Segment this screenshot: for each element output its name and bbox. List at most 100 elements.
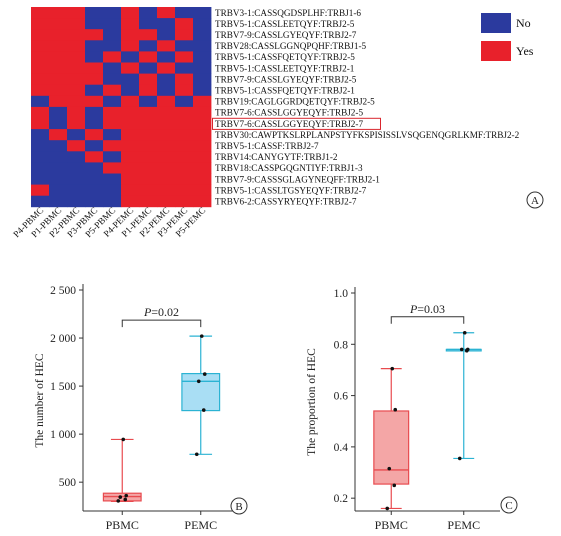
y-axis-label: The number of HEC — [34, 353, 46, 448]
heatmap-cell — [193, 62, 212, 74]
heatmap-cell — [67, 151, 86, 163]
heatmap-cell — [139, 51, 158, 63]
heatmap-cell — [157, 51, 176, 63]
heatmap-cell — [103, 95, 122, 108]
heatmap-cell — [31, 84, 50, 97]
x-tick-label: PBMC — [106, 518, 139, 532]
heatmap-cell — [103, 162, 122, 174]
heatmap-cell — [139, 7, 158, 19]
heatmap-cell — [49, 195, 68, 208]
heatmap-cell — [85, 18, 104, 30]
heatmap-cell — [31, 51, 50, 63]
data-point — [196, 379, 201, 384]
heatmap-cell — [139, 29, 158, 41]
data-point — [392, 483, 397, 488]
heatmap-cell — [121, 173, 140, 185]
heatmap-cell — [157, 184, 176, 197]
heatmap-cell — [67, 51, 86, 63]
heatmap-cell — [121, 7, 140, 19]
data-point — [459, 347, 464, 352]
y-tick-label: 500 — [59, 477, 77, 489]
boxplot-panel-B: 500 1 000 1 500 2 000 2 500 The number of HEC… — [34, 284, 240, 532]
y-tick-label: 0.8 — [334, 339, 349, 351]
heatmap-cell — [49, 151, 68, 163]
heatmap-cell — [85, 151, 104, 163]
heatmap-row-label: TRBV19:CAGLGGRDQETQYF:TRBJ2-5 — [215, 97, 375, 107]
legend-label: Yes — [516, 44, 534, 58]
heatmap-cell — [175, 84, 194, 97]
heatmap-cell — [49, 51, 68, 63]
heatmap-cell — [157, 84, 176, 97]
heatmap-cell — [49, 129, 68, 141]
heatmap-cell — [193, 18, 212, 30]
heatmap-cell — [121, 29, 140, 41]
heatmap-cell — [139, 162, 158, 174]
heatmap-cell — [157, 95, 176, 108]
heatmap-row-label: TRBV5-1:CASSF:TRBJ2-7 — [215, 141, 319, 151]
heatmap-cell — [49, 73, 68, 86]
p-value-annotation: P=0.03 — [409, 302, 445, 316]
p-value: =0.02 — [151, 305, 179, 319]
heatmap-cell — [103, 84, 122, 97]
heatmap-cell — [49, 95, 68, 108]
heatmap-cell — [67, 95, 86, 108]
heatmap-cell — [157, 129, 176, 141]
heatmap-cell — [31, 162, 50, 174]
heatmap-cell — [175, 51, 194, 63]
heatmap-cell — [139, 195, 158, 208]
heatmap-cell — [157, 195, 176, 208]
heatmap-cell — [103, 151, 122, 163]
data-point — [194, 452, 199, 457]
heatmap-cell — [85, 118, 104, 130]
heatmap-cell — [121, 129, 140, 141]
panel-label-circle — [500, 496, 518, 514]
highlight-box — [212, 117, 381, 130]
heatmap-cell — [103, 173, 122, 185]
heatmap-cell — [85, 173, 104, 185]
heatmap-cell — [139, 73, 158, 86]
y-tick-label: 0.2 — [334, 493, 349, 505]
heatmap-cell — [49, 40, 68, 52]
heatmap-cell — [67, 129, 86, 141]
data-point — [124, 493, 129, 498]
heatmap-cell — [193, 184, 212, 197]
panel-label-circle — [230, 497, 248, 515]
heatmap-cell — [121, 18, 140, 30]
heatmap-cell — [157, 140, 176, 152]
heatmap-cell — [121, 140, 140, 152]
heatmap-cell — [31, 140, 50, 152]
heatmap-row-label: TRBV7-6:CASSLGGYEQYF:TRBJ2-7 — [215, 119, 363, 129]
heatmap-cell — [121, 62, 140, 74]
heatmap-cell — [139, 173, 158, 185]
heatmap-cell — [175, 29, 194, 41]
heatmap-cell — [31, 95, 50, 108]
heatmap-cell — [121, 162, 140, 174]
data-point — [465, 347, 470, 352]
heatmap-cell — [139, 95, 158, 108]
data-point — [457, 456, 462, 461]
heatmap-cell — [85, 51, 104, 63]
heatmap-cell — [103, 18, 122, 30]
heatmap-cell — [103, 7, 122, 19]
heatmap-row-label: TRBV5-1:CASSFQETQYF:TRBJ2-1 — [215, 86, 355, 96]
x-tick-label: PEMC — [447, 518, 480, 532]
heatmap-cell — [157, 173, 176, 185]
heatmap-cell — [139, 151, 158, 163]
heatmap-cell — [121, 73, 140, 86]
heatmap-cell — [85, 29, 104, 41]
y-tick-label: 2 000 — [50, 333, 76, 345]
heatmap-row-label: TRBV7-9:CASSLGYEQYF:TRBJ2-5 — [215, 74, 357, 84]
y-tick-label: 1 500 — [50, 381, 76, 393]
heatmap-cell — [193, 195, 212, 208]
box — [181, 372, 221, 412]
data-point — [393, 407, 398, 412]
heatmap-cell — [31, 106, 50, 119]
heatmap-row-label: TRBV30:CAWPTKSLRPLANPSTYFKSPISISSLVSQGEN… — [215, 130, 520, 140]
heatmap-cell — [175, 62, 194, 74]
heatmap-cell — [175, 184, 194, 197]
x-tick-label: PEMC — [184, 518, 217, 532]
heatmap-cell — [139, 84, 158, 97]
heatmap-cell — [103, 129, 122, 141]
heatmap-row-label: TRBV7-9:CASSSGLAGYNEQFF:TRBJ2-1 — [215, 174, 380, 184]
data-point — [199, 334, 204, 338]
